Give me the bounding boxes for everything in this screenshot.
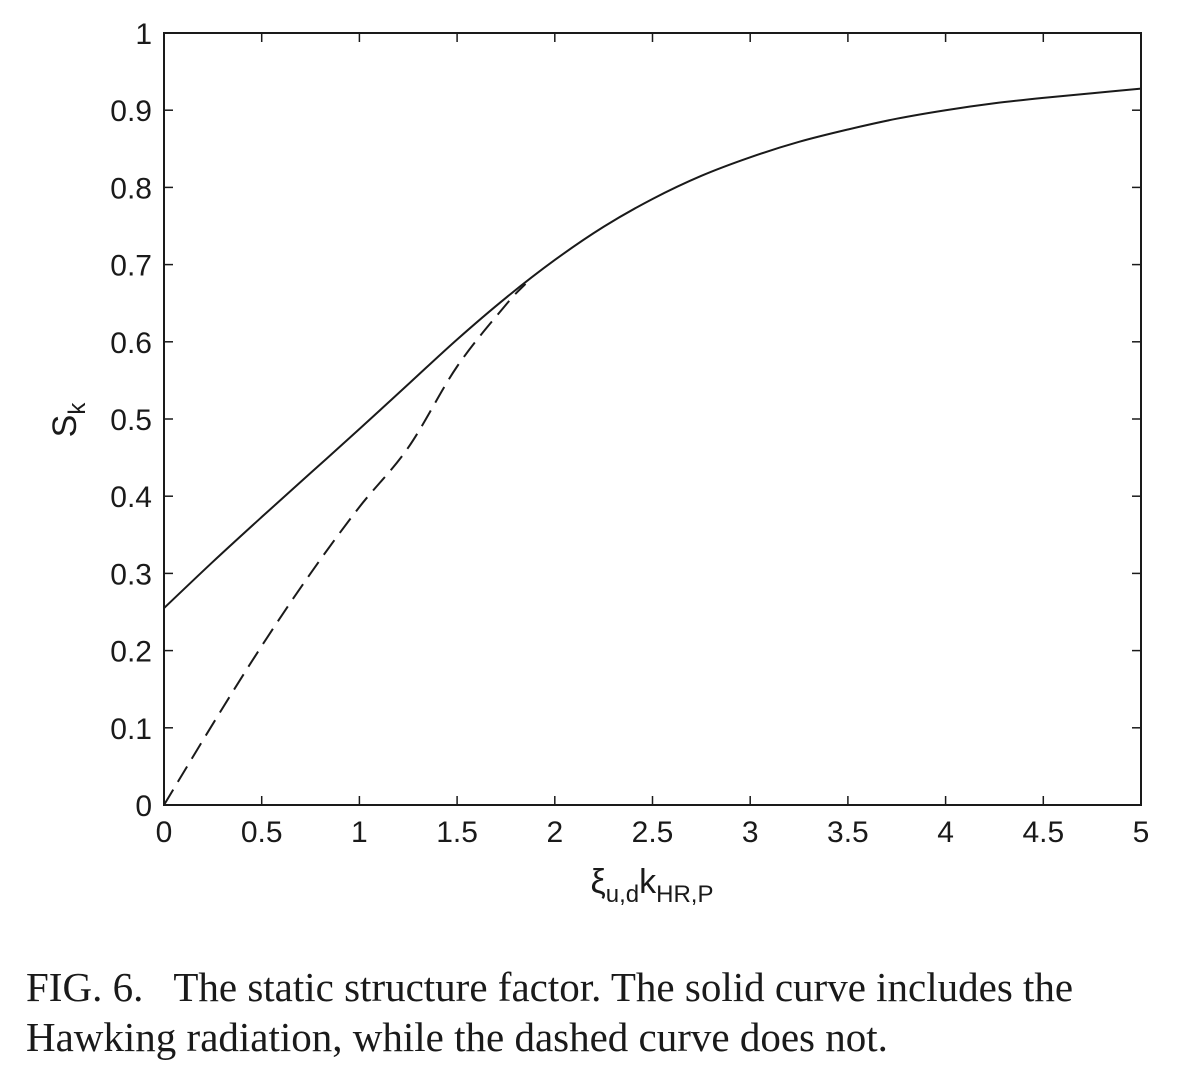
x-tick-label: 1 — [351, 816, 368, 849]
series-layer — [163, 87, 1142, 806]
y-tick-label: 0.4 — [110, 481, 152, 514]
x-axis-label-mid: k — [639, 863, 657, 901]
y-tick-label: 0.8 — [110, 172, 152, 205]
y-tick-labels: 0 0.1 0.2 0.3 0.4 0.5 0.6 0.7 0.8 0.9 1 — [110, 18, 152, 823]
x-tick-label: 3 — [742, 816, 759, 849]
x-tick-label: 5 — [1133, 816, 1150, 849]
x-axis-label: ξu,dkHR,P — [591, 863, 714, 908]
y-tick-label: 0.9 — [110, 95, 152, 128]
y-axis-label: Sk — [46, 402, 91, 438]
y-tick-label: 0.3 — [110, 558, 152, 591]
x-tick-label: 4.5 — [1022, 816, 1064, 849]
y-tick-label: 0.2 — [110, 636, 152, 669]
y-tick-label: 0 — [135, 790, 152, 823]
x-tick-label: 0 — [156, 816, 173, 849]
x-tick-label: 1.5 — [436, 816, 478, 849]
caption-label: FIG. 6. — [26, 964, 144, 1010]
x-tick-label: 2.5 — [632, 816, 674, 849]
dashed-curve — [163, 283, 527, 806]
plot-frame — [163, 32, 1142, 806]
x-tick-label: 4 — [937, 816, 954, 849]
y-axis-label-base: S — [46, 415, 84, 438]
figure-caption: FIG. 6. The static structure factor. The … — [26, 962, 1186, 1062]
y-tick-label: 0.1 — [110, 713, 152, 746]
x-tick-label: 0.5 — [241, 816, 283, 849]
y-tick-label: 0.5 — [110, 404, 152, 437]
x-axis-label-sub1: u,d — [606, 881, 639, 908]
x-tick-label: 2 — [546, 816, 563, 849]
x-tick-labels: 0 0.5 1 1.5 2 2.5 3 3.5 4 4.5 5 — [156, 816, 1150, 849]
x-axis-label-sub2: HR,P — [656, 881, 713, 908]
y-tick-label: 1 — [135, 18, 152, 51]
x-tick-label: 3.5 — [827, 816, 869, 849]
y-tick-label: 0.6 — [110, 327, 152, 360]
y-axis-label-sub: k — [64, 402, 91, 415]
plot-area — [164, 33, 1141, 805]
y-tick-label: 0.7 — [110, 250, 152, 283]
solid-curve — [163, 87, 1142, 609]
caption-text: The static structure factor. The solid c… — [26, 964, 1074, 1060]
x-axis-label-base: ξ — [591, 863, 606, 901]
